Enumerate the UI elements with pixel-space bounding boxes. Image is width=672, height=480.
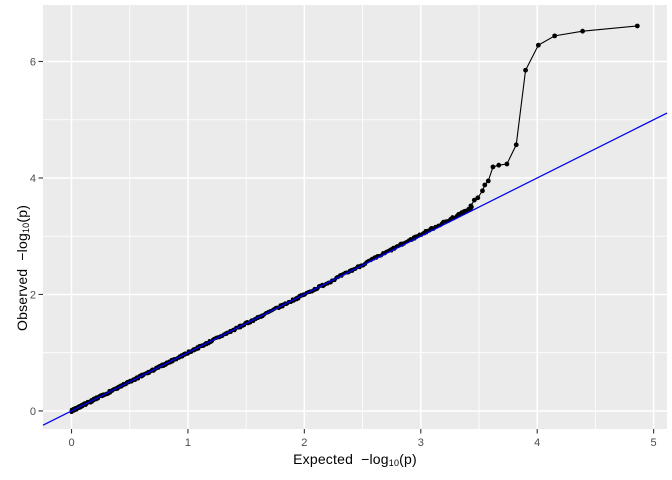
x-tick-label: 4	[534, 437, 540, 449]
tail-data-point	[580, 28, 585, 34]
tail-data-point	[513, 142, 519, 148]
tail-data-point	[480, 188, 485, 194]
x-axis-title-suffix: (p)	[399, 451, 417, 467]
tail-data-point	[468, 203, 474, 209]
tail-data-point	[535, 42, 541, 48]
tail-data-point	[496, 162, 502, 168]
y-axis-title: Observed −log10(p)	[14, 205, 31, 331]
y-tick-label: 0	[30, 406, 36, 418]
y-axis-title-sub: 10	[21, 222, 31, 234]
tail-data-point	[490, 164, 496, 170]
tail-data-point	[523, 67, 528, 73]
y-axis-title-suffix: (p)	[14, 204, 30, 223]
tail-data-point	[552, 33, 558, 39]
identity-reference-line	[42, 112, 668, 426]
tail-data-point	[482, 182, 488, 188]
y-tick-label: 2	[30, 289, 36, 301]
x-tick-label: 0	[68, 437, 74, 449]
x-axis-title: Expected −log10(p)	[38, 451, 672, 468]
tail-data-point	[634, 23, 640, 29]
y-axis-title-word: Observed	[14, 268, 30, 331]
x-tick-label: 2	[301, 437, 307, 449]
y-tick-label: 6	[30, 56, 36, 68]
y-axis-title-log: −log	[14, 233, 30, 261]
tail-data-point	[504, 161, 510, 167]
tail-data-point	[466, 207, 471, 212]
tail-data-point	[475, 195, 481, 201]
y-tick-label: 4	[30, 173, 36, 185]
x-tick-label: 1	[185, 437, 191, 449]
x-tick-label: 5	[651, 437, 657, 449]
plot-panel	[43, 5, 667, 429]
x-axis-title-log: −log	[361, 451, 389, 467]
tail-data-point	[471, 197, 477, 203]
x-axis-title-sub: 10	[388, 458, 400, 468]
x-axis-title-word: Expected	[293, 451, 354, 467]
x-tick-label: 3	[418, 437, 424, 449]
tail-data-point	[485, 178, 491, 184]
